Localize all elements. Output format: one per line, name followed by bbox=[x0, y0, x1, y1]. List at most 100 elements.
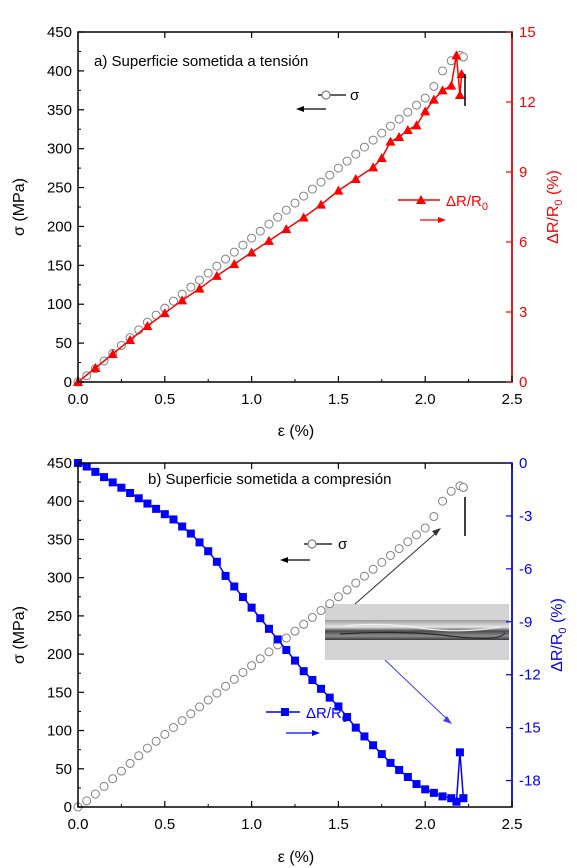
sigma-point bbox=[281, 205, 291, 215]
y2-axis-label: ΔR/R0 (%) bbox=[545, 170, 565, 244]
sigma-point bbox=[325, 599, 335, 609]
delta-r-point bbox=[229, 259, 240, 269]
delta-r-point bbox=[211, 270, 222, 280]
y-tick-label: 200 bbox=[47, 218, 72, 235]
y-tick-label: 300 bbox=[47, 141, 72, 158]
delta-r-point bbox=[177, 295, 188, 305]
y-tick-label: 300 bbox=[47, 570, 72, 587]
delta-r-point bbox=[316, 199, 327, 209]
y2-tick-label: 3 bbox=[519, 304, 527, 321]
y2-tick-label: -15 bbox=[519, 720, 541, 737]
delta-r-point bbox=[403, 773, 412, 782]
delta-r-point bbox=[325, 693, 334, 702]
x-tick-label: 2.5 bbox=[502, 391, 523, 408]
x-tick-label: 2.0 bbox=[415, 816, 436, 833]
y2-tick-label: -9 bbox=[519, 614, 532, 631]
sigma-point bbox=[299, 619, 309, 629]
sigma-point bbox=[394, 544, 404, 554]
y-tick-label: 400 bbox=[47, 493, 72, 510]
sigma-point bbox=[134, 751, 144, 761]
delta-r-point bbox=[394, 132, 405, 141]
delta-r-point bbox=[263, 235, 274, 245]
legend-delta-r-label: ΔR/R0 bbox=[446, 193, 488, 213]
delta-r-point bbox=[298, 212, 309, 222]
sigma-point bbox=[307, 612, 317, 622]
sigma-point bbox=[342, 156, 352, 166]
sigma-point bbox=[316, 177, 326, 187]
y-tick-label: 150 bbox=[47, 684, 72, 701]
legend-delta-r-label: ΔR/R0 bbox=[306, 705, 348, 725]
delta-r-point bbox=[452, 797, 461, 806]
sigma-point bbox=[221, 681, 231, 691]
sigma-point bbox=[368, 135, 378, 145]
panel-title: a) Superficie sometida a tensión bbox=[94, 53, 308, 70]
delta-r-point bbox=[421, 785, 430, 794]
delta-r-point bbox=[159, 308, 170, 318]
sigma-point bbox=[238, 667, 248, 677]
sigma-point bbox=[359, 142, 369, 152]
sigma-point bbox=[116, 766, 126, 776]
y2-tick-label: -6 bbox=[519, 561, 532, 578]
delta-r-point bbox=[412, 780, 421, 789]
sigma-point bbox=[221, 254, 231, 264]
sigma-point bbox=[385, 121, 395, 131]
y2-tick-label: 12 bbox=[519, 94, 536, 111]
delta-r-point bbox=[351, 723, 360, 732]
delta-r-point bbox=[428, 94, 439, 104]
sigma-point bbox=[325, 170, 335, 180]
delta-r-point bbox=[195, 538, 204, 547]
sigma-point bbox=[420, 523, 430, 533]
x-tick-label: 1.5 bbox=[328, 391, 349, 408]
sigma-point bbox=[458, 482, 468, 492]
sigma-point bbox=[186, 709, 196, 719]
y2-tick-label: 9 bbox=[519, 164, 527, 181]
delta-r-point bbox=[134, 494, 143, 503]
y-tick-label: 0 bbox=[64, 799, 72, 816]
delta-r-point bbox=[420, 106, 431, 116]
sigma-point bbox=[359, 571, 369, 581]
delta-r-point bbox=[386, 758, 395, 767]
y2-tick-label: -12 bbox=[519, 667, 541, 684]
delta-r-point bbox=[376, 153, 387, 162]
sigma-point bbox=[99, 781, 109, 791]
sigma-point bbox=[273, 212, 283, 222]
sigma-point bbox=[264, 219, 274, 229]
y-tick-label: 450 bbox=[47, 455, 72, 472]
sigma-point bbox=[238, 240, 248, 250]
delta-r-point bbox=[238, 593, 247, 602]
y2-tick-label: -18 bbox=[519, 773, 541, 790]
delta-r-point bbox=[125, 335, 136, 344]
sigma-point bbox=[186, 282, 196, 292]
x-tick-label: 1.0 bbox=[241, 391, 262, 408]
delta-r-point bbox=[429, 788, 438, 797]
sigma-point bbox=[333, 592, 343, 602]
sigma-point bbox=[125, 758, 135, 768]
delta-r-point bbox=[246, 247, 257, 257]
delta-r-point bbox=[333, 185, 344, 195]
sigma-point bbox=[247, 233, 257, 243]
y-tick-label: 150 bbox=[47, 257, 72, 274]
legend-sigma: σ bbox=[296, 87, 360, 112]
y-tick-label: 200 bbox=[47, 646, 72, 663]
sigma-point bbox=[177, 716, 187, 726]
delta-r-point bbox=[459, 794, 468, 803]
delta-r-point bbox=[350, 174, 361, 183]
y2-axis-label: ΔR/R0 (%) bbox=[549, 598, 569, 672]
sigma-point bbox=[229, 247, 239, 257]
y2-tick-label: 0 bbox=[519, 455, 527, 472]
x-tick-label: 2.0 bbox=[415, 391, 436, 408]
sigma-point bbox=[342, 585, 352, 595]
sigma-point bbox=[195, 275, 205, 285]
x-tick-label: 0.5 bbox=[154, 391, 175, 408]
sigma-point bbox=[351, 578, 361, 588]
delta-r-point bbox=[446, 80, 457, 90]
x-tick-label: 1.0 bbox=[241, 816, 262, 833]
delta-r-point bbox=[212, 557, 221, 566]
x-tick-label: 2.5 bbox=[502, 816, 523, 833]
delta-r-point bbox=[411, 120, 422, 130]
delta-r-point bbox=[152, 504, 161, 513]
photo-pointer-up bbox=[354, 531, 438, 605]
sigma-point bbox=[108, 774, 118, 784]
photo-pointer-down bbox=[384, 659, 449, 721]
x-tick-label: 1.5 bbox=[328, 816, 349, 833]
